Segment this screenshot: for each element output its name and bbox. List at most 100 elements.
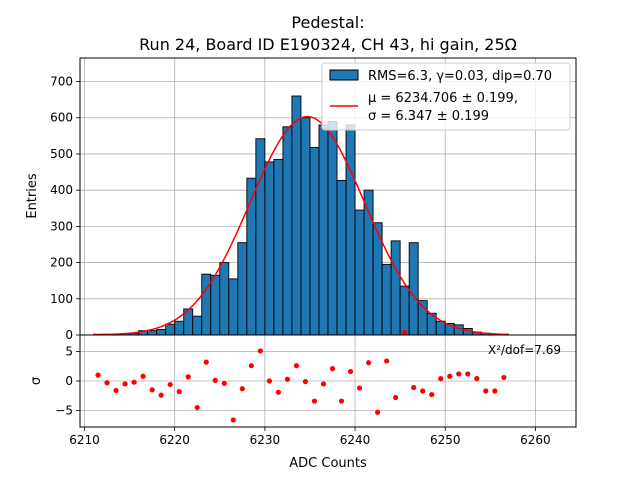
residual-point (122, 381, 128, 387)
chi2-label: X²/dof=7.69 (488, 343, 561, 357)
residual-point (347, 368, 354, 375)
residual-point (203, 359, 209, 365)
histogram-bar (264, 161, 275, 336)
histogram-bar (210, 274, 221, 336)
histogram-bar (345, 124, 356, 336)
histogram-bar (237, 242, 248, 336)
residual-point (302, 378, 309, 385)
residual-point (131, 379, 137, 385)
histogram-bar (273, 158, 284, 336)
residual-point (447, 373, 453, 379)
x-tick-label: 6210 (69, 433, 100, 447)
histogram-bar (228, 278, 239, 336)
y-axis-label: Entries (25, 173, 40, 219)
residual-tick-label: −5 (55, 403, 73, 417)
residual-point (167, 381, 173, 388)
histogram-bar (354, 209, 365, 336)
residual-point (393, 394, 399, 401)
residual-y-axis-label: σ (29, 377, 44, 385)
histogram-bar (165, 323, 176, 336)
residual-point (329, 366, 336, 372)
residual-point (257, 348, 263, 354)
residual-tick-label: 5 (65, 345, 73, 359)
residual-tick-label: 0 (65, 374, 73, 388)
residual-point (95, 372, 101, 378)
histogram-bar (390, 240, 401, 336)
legend-fit-label-mu: μ = 6234.706 ± 0.199, (368, 91, 518, 106)
histogram-bar (147, 330, 158, 336)
residual-point (365, 360, 372, 366)
residual-point (501, 374, 507, 381)
x-ticks: 6210 6220 6230 6240 6250 6260 (69, 427, 551, 447)
y-tick-label: 500 (50, 147, 73, 161)
residual-point (140, 373, 146, 379)
x-tick-label: 6260 (520, 433, 551, 447)
histogram-bar (219, 262, 230, 336)
residual-point (456, 371, 462, 377)
residual-point (375, 409, 381, 415)
x-tick-label: 6240 (340, 433, 371, 447)
residual-y-ticks: −5 0 5 (55, 345, 80, 417)
residual-point (104, 380, 110, 386)
histogram-bar (174, 320, 185, 336)
residual-point (438, 376, 444, 382)
residual-point (320, 381, 327, 387)
histogram-bar (408, 242, 419, 336)
residual-point (465, 371, 471, 377)
residual-point (492, 388, 498, 394)
residual-point (230, 417, 236, 423)
residual-point (266, 378, 272, 384)
y-tick-label: 200 (50, 256, 73, 270)
histogram-bar (318, 124, 329, 336)
residual-point (411, 384, 417, 391)
residual-point (158, 392, 164, 398)
histogram-bar (282, 126, 293, 336)
y-tick-label: 600 (50, 111, 73, 125)
residual-point (176, 389, 182, 395)
histogram-bar (309, 146, 320, 336)
residual-point (384, 358, 390, 364)
legend-box (321, 62, 571, 131)
chart-title: Pedestal: (291, 13, 364, 32)
histogram-bar (300, 117, 311, 336)
main-y-ticks: 0 100 200 300 400 500 600 700 (50, 75, 80, 342)
histogram-bar (192, 315, 203, 336)
histogram-bar (246, 177, 257, 336)
histogram-bar (291, 95, 302, 336)
residual-point (402, 330, 408, 336)
residual-point (483, 388, 489, 394)
residual-point (212, 377, 218, 384)
residual-point (248, 363, 254, 369)
x-tick-label: 6230 (250, 433, 281, 447)
histogram-bar (327, 120, 338, 336)
legend-histogram-swatch (329, 69, 359, 81)
y-tick-label: 100 (50, 292, 73, 306)
histogram-bar (255, 138, 266, 336)
residual-point (185, 374, 191, 380)
residual-point (149, 387, 155, 393)
residual-point (113, 387, 119, 394)
residual-point (311, 398, 318, 404)
histogram-bar (336, 179, 347, 336)
y-tick-label: 700 (50, 75, 73, 89)
y-tick-label: 300 (50, 219, 73, 233)
residual-point (284, 376, 291, 382)
y-tick-label: 400 (50, 183, 73, 197)
histogram-bar (381, 263, 392, 336)
residual-point (429, 391, 435, 398)
chart-subtitle: Run 24, Board ID E190324, CH 43, hi gain… (139, 35, 517, 54)
residual-point (194, 404, 200, 411)
residual-point (275, 389, 281, 395)
residual-point (420, 388, 426, 394)
residual-point (338, 398, 345, 404)
residual-point (239, 386, 245, 392)
legend: RMS=6.3, γ=0.03, dip=0.70 μ = 6234.706 ±… (321, 62, 571, 131)
x-tick-label: 6250 (430, 433, 461, 447)
gaussian-fit-curve (93, 115, 509, 336)
x-tick-label: 6220 (159, 433, 190, 447)
y-tick-label: 0 (65, 328, 73, 342)
x-axis-label: ADC Counts (289, 456, 367, 471)
legend-fit-label-sigma: σ = 6.347 ± 0.199 (368, 109, 489, 124)
residual-point (356, 385, 363, 391)
